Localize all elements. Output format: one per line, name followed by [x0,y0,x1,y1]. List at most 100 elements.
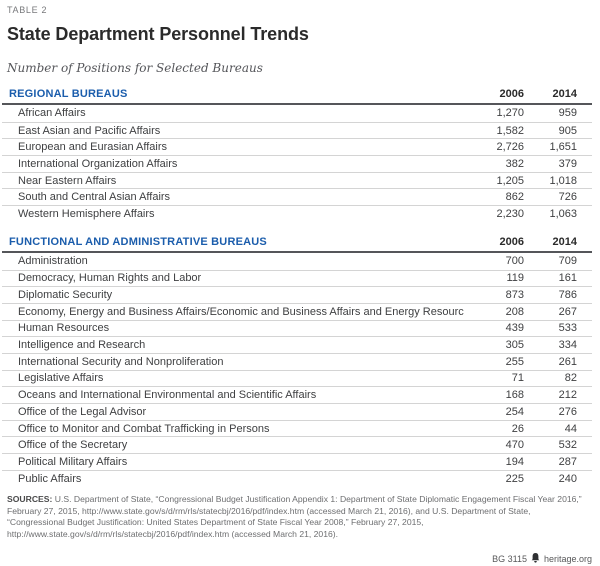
bureau-name: Office of the Legal Advisor [18,405,147,418]
bureau-name: Western Hemisphere Affairs [18,207,155,220]
table-row: Western Hemisphere Affairs 2,230 1,063 [2,205,592,222]
value-2014: 240 [558,472,577,485]
bureau-name: International Organization Affairs [18,157,178,170]
sources-label: SOURCES: [7,494,53,505]
table-row: East Asian and Pacific Affairs 1,582 905 [2,121,592,139]
value-2014: 1,018 [549,174,577,187]
table-row: Office of the Secretary 470 532 [2,436,592,453]
table-row: Democracy, Human Rights and Labor 119 16… [2,269,592,287]
bureau-name: Political Military Affairs [18,455,128,468]
value-2006: 1,270 [496,107,524,120]
value-2006: 2,726 [496,141,524,154]
value-2014: 212 [558,389,577,402]
value-2014: 1,651 [549,141,577,154]
sources-text: U.S. Department of State, “Congressional… [7,494,582,539]
bureau-name: Office of the Secretary [18,439,128,452]
bureau-name: Economy, Energy and Business Affairs/Eco… [18,305,464,318]
table-row: Human Resources 439 533 [2,319,592,337]
table-row: African Affairs 1,270 959 [2,105,592,122]
section-header-row: FUNCTIONAL AND ADMINISTRATIVE BUREAUS 20… [2,236,592,253]
table-row: Intelligence and Research 305 334 [2,336,592,353]
table-row: Public Affairs 225 240 [2,469,592,487]
column-header-2014: 2014 [552,88,577,100]
bureau-name: Public Affairs [18,472,82,485]
value-2006: 119 [506,272,524,285]
value-2006: 225 [505,472,524,485]
value-2006: 862 [505,191,524,204]
table-row: Oceans and International Environmental a… [2,386,592,403]
value-2014: 905 [558,124,577,137]
table-row: Legislative Affairs 71 82 [2,369,592,387]
value-2014: 959 [558,107,577,120]
section-rows: African Affairs 1,270 959 East Asian and… [2,105,592,222]
table-row: Office to Monitor and Combat Trafficking… [2,419,592,437]
value-2014: 287 [558,455,577,468]
value-2014: 726 [558,191,577,204]
table-row: Near Eastern Affairs 1,205 1,018 [2,171,592,189]
bureau-name: Human Resources [18,322,110,335]
bureau-name: Oceans and International Environmental a… [18,389,317,402]
table-row: Administration 700 709 [2,253,592,270]
bureau-name: South and Central Asian Affairs [18,191,171,204]
table-row: Office of the Legal Advisor 254 276 [2,403,592,420]
value-2006: 700 [505,255,524,268]
site-name: heritage.org [543,554,592,565]
value-2014: 533 [558,322,577,335]
column-header-2006: 2006 [499,235,524,248]
column-header-2014: 2014 [552,235,577,248]
table-eyebrow: TABLE 2 [7,5,48,15]
bureau-name: Diplomatic Security [18,289,113,302]
bureau-name: Legislative Affairs [18,372,104,385]
value-2006: 305 [505,339,524,352]
heritage-bell-icon [531,553,540,565]
bureau-name: East Asian and Pacific Affairs [18,124,161,137]
value-2014: 82 [564,372,577,385]
section-rows: Administration 700 709 Democracy, Human … [2,253,592,487]
table-section: FUNCTIONAL AND ADMINISTRATIVE BUREAUS 20… [2,236,592,487]
section-header-row: REGIONAL BUREAUS 2006 2014 [2,88,592,105]
table-row: European and Eurasian Affairs 2,726 1,65… [2,138,592,155]
value-2006: 254 [505,405,524,418]
value-2014: 379 [558,157,577,170]
value-2006: 1,582 [496,124,524,137]
value-2006: 2,230 [496,207,524,220]
table-row: Political Military Affairs 194 287 [2,453,592,470]
value-2006: 470 [505,439,524,452]
value-2014: 276 [558,405,577,418]
value-2014: 709 [558,255,577,268]
table-section: REGIONAL BUREAUS 2006 2014 African Affai… [2,88,592,222]
bureau-name: African Affairs [18,107,86,120]
section-title: FUNCTIONAL AND ADMINISTRATIVE BUREAUS [9,235,267,248]
value-2014: 161 [558,272,577,285]
value-2014: 1,063 [549,207,577,220]
table-row: International Security and Nonproliferat… [2,352,592,370]
sources-note: SOURCES: U.S. Department of State, “Cong… [7,494,587,540]
bureau-name: Near Eastern Affairs [18,174,117,187]
report-id: BG 3115 [492,554,527,565]
table-row: South and Central Asian Affairs 862 726 [2,188,592,205]
value-2006: 873 [505,289,524,302]
value-2006: 255 [505,355,524,368]
bureau-name: Intelligence and Research [18,339,146,352]
value-2014: 44 [564,422,577,435]
value-2014: 334 [558,339,577,352]
bureau-name: International Security and Nonproliferat… [18,355,224,368]
value-2006: 168 [505,389,524,402]
page-title: State Department Personnel Trends [7,24,309,44]
value-2006: 1,205 [496,174,524,187]
column-header-2006: 2006 [499,88,524,100]
bureau-name: Democracy, Human Rights and Labor [18,272,202,285]
table-row: International Organization Affairs 382 3… [2,155,592,172]
bureau-name: Office to Monitor and Combat Trafficking… [18,422,270,435]
value-2014: 261 [558,355,577,368]
value-2006: 439 [505,322,524,335]
value-2006: 71 [511,372,524,385]
value-2006: 26 [511,422,524,435]
footer: BG 3115 heritage.org [0,553,592,565]
value-2014: 532 [558,439,577,452]
section-title: REGIONAL BUREAUS [9,88,128,100]
table-subtitle: Number of Positions for Selected Bureaus [7,61,263,75]
bureau-name: European and Eurasian Affairs [18,141,168,154]
value-2006: 194 [505,455,524,468]
value-2014: 786 [558,289,577,302]
